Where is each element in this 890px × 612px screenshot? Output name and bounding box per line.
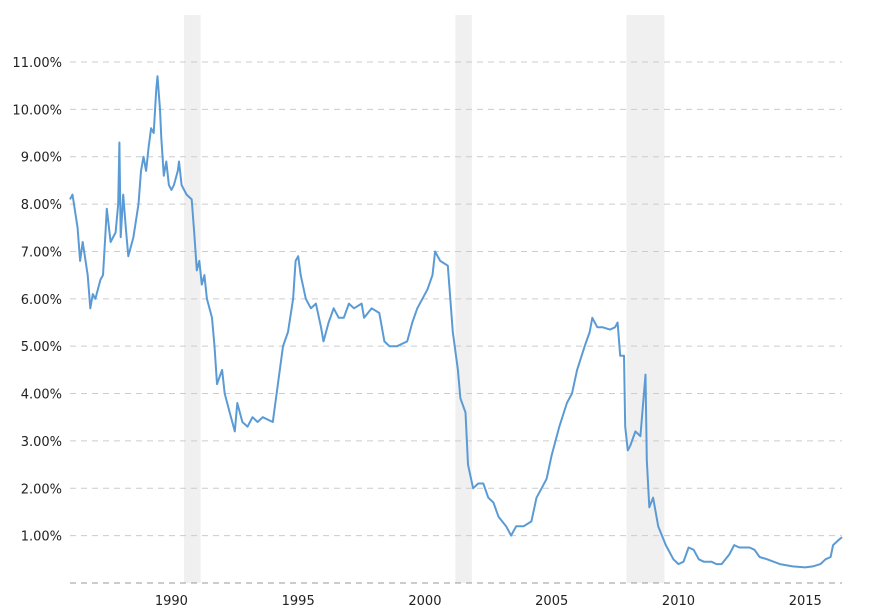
x-tick-label: 2015 — [789, 594, 822, 609]
y-tick-label: 7.00% — [21, 245, 62, 260]
series-line-rate — [69, 75, 843, 569]
x-tick-label: 1990 — [155, 594, 188, 609]
y-tick-label: 9.00% — [21, 151, 62, 166]
y-tick-label: 5.00% — [21, 340, 62, 355]
y-tick-label: 10.00% — [12, 103, 62, 118]
y-tick-label: 1.00% — [21, 530, 62, 545]
x-tick-label: 1995 — [282, 594, 315, 609]
y-tick-label: 2.00% — [21, 482, 62, 497]
y-tick-label: 4.00% — [21, 388, 62, 403]
y-tick-label: 3.00% — [21, 435, 62, 450]
y-tick-label: 8.00% — [21, 198, 62, 213]
x-tick-label: 2005 — [535, 594, 568, 609]
y-tick-label: 6.00% — [21, 293, 62, 308]
x-tick-label: 2010 — [662, 594, 695, 609]
x-tick-label: 2000 — [408, 594, 441, 609]
y-tick-label: 11.00% — [12, 56, 62, 71]
